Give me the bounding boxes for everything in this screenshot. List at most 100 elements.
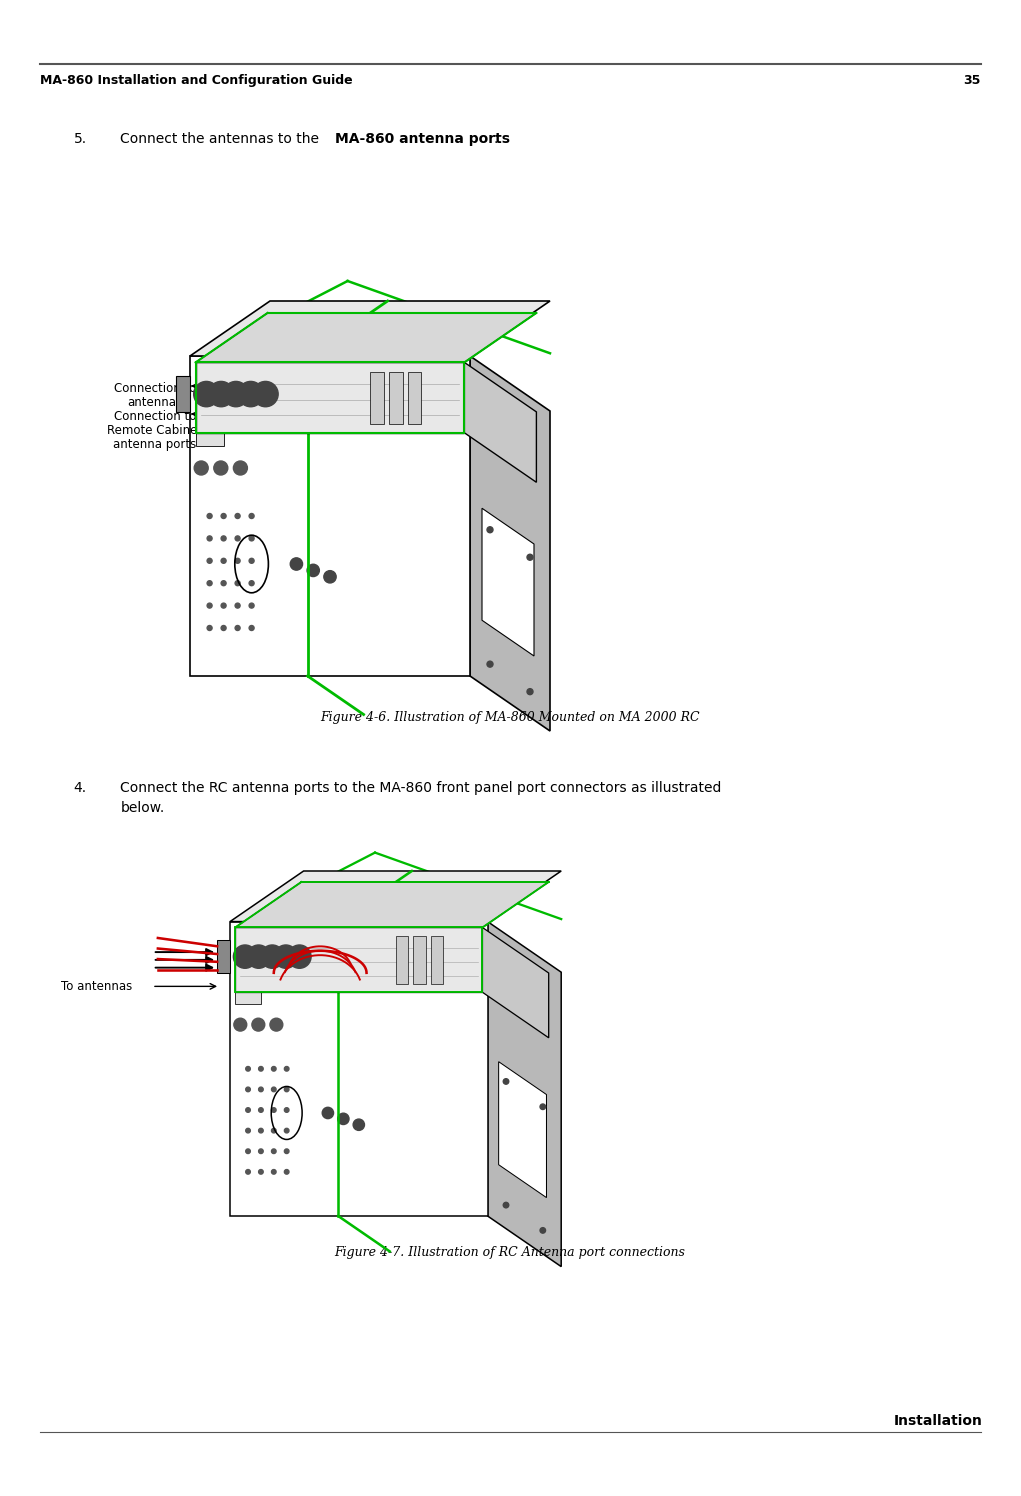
Text: Installation: Installation [894,1414,983,1429]
Circle shape [235,536,240,542]
Circle shape [275,945,297,968]
FancyBboxPatch shape [431,936,443,984]
Text: Figure 4-7. Illustration of RC Antenna port connections: Figure 4-7. Illustration of RC Antenna p… [335,1246,685,1260]
Circle shape [272,1107,276,1113]
FancyBboxPatch shape [371,371,384,425]
Circle shape [249,536,254,542]
Circle shape [222,603,226,607]
Circle shape [527,554,533,560]
Circle shape [246,1170,250,1174]
Circle shape [222,580,226,586]
Circle shape [272,1128,276,1132]
Circle shape [338,1113,349,1125]
FancyBboxPatch shape [235,980,261,1004]
Polygon shape [488,922,562,1267]
Circle shape [238,381,263,407]
Circle shape [246,1088,250,1092]
Circle shape [246,1107,250,1113]
Circle shape [540,1104,545,1110]
Text: Connection to: Connection to [113,381,196,395]
Circle shape [323,1107,334,1119]
Polygon shape [483,928,548,1038]
FancyBboxPatch shape [414,936,426,984]
Circle shape [258,1149,263,1153]
Circle shape [503,1079,508,1085]
FancyBboxPatch shape [217,941,230,972]
FancyBboxPatch shape [396,936,408,984]
Circle shape [258,1067,263,1071]
Circle shape [235,558,240,564]
Circle shape [260,945,284,968]
Circle shape [207,580,212,586]
Circle shape [194,381,220,407]
Circle shape [307,564,320,576]
Circle shape [540,980,545,986]
Circle shape [249,558,254,564]
Polygon shape [498,1062,546,1198]
Text: Figure 4-6. Illustration of MA-860 Mounted on MA 2000 RC: Figure 4-6. Illustration of MA-860 Mount… [321,711,699,724]
Circle shape [207,603,212,607]
Text: antennas: antennas [128,395,183,408]
Circle shape [207,536,212,542]
Circle shape [290,558,302,570]
Text: 5.: 5. [74,132,87,145]
Circle shape [272,1170,276,1174]
Circle shape [208,381,234,407]
Circle shape [246,1149,250,1153]
Circle shape [235,603,240,607]
Text: Connection to: Connection to [113,410,196,422]
Circle shape [258,1107,263,1113]
Circle shape [246,1067,250,1071]
Circle shape [503,954,508,960]
FancyBboxPatch shape [176,377,190,411]
Polygon shape [235,883,548,928]
Circle shape [540,1228,545,1233]
Text: antenna ports: antenna ports [113,437,197,450]
FancyBboxPatch shape [389,371,402,425]
Circle shape [249,513,254,519]
Circle shape [222,536,226,542]
FancyBboxPatch shape [235,928,483,992]
Circle shape [272,1067,276,1071]
Polygon shape [190,356,470,676]
Circle shape [207,558,212,564]
FancyBboxPatch shape [196,362,465,432]
Circle shape [249,603,254,607]
Circle shape [246,1128,250,1132]
Circle shape [222,558,226,564]
Text: .: . [493,132,498,145]
Circle shape [258,1088,263,1092]
Circle shape [222,513,226,519]
Circle shape [527,688,533,694]
Circle shape [272,1088,276,1092]
Text: Connect the antennas to the: Connect the antennas to the [120,132,324,145]
Circle shape [487,527,493,533]
Circle shape [487,392,493,398]
Circle shape [224,381,248,407]
Circle shape [234,945,256,968]
Text: Remote Cabinet: Remote Cabinet [107,423,202,437]
Circle shape [288,945,311,968]
Circle shape [285,1128,289,1132]
Polygon shape [190,301,550,356]
Circle shape [258,1128,263,1132]
Circle shape [285,1067,289,1071]
Text: MA-860 Installation and Configuration Guide: MA-860 Installation and Configuration Gu… [40,75,352,87]
Circle shape [252,1019,264,1031]
Circle shape [324,570,336,583]
Circle shape [207,625,212,630]
Circle shape [285,1107,289,1113]
Text: MA-860 antenna ports: MA-860 antenna ports [336,132,510,145]
Circle shape [285,1088,289,1092]
FancyBboxPatch shape [196,420,224,446]
Circle shape [207,513,212,519]
Circle shape [503,1203,508,1207]
Circle shape [234,1019,247,1031]
Text: Connect the RC antenna ports to the MA-860 front panel port connectors as illust: Connect the RC antenna ports to the MA-8… [120,781,722,794]
Circle shape [235,513,240,519]
Circle shape [234,461,247,476]
Text: To antennas: To antennas [61,980,133,993]
Polygon shape [230,871,562,922]
Circle shape [285,1170,289,1174]
Circle shape [527,420,533,426]
